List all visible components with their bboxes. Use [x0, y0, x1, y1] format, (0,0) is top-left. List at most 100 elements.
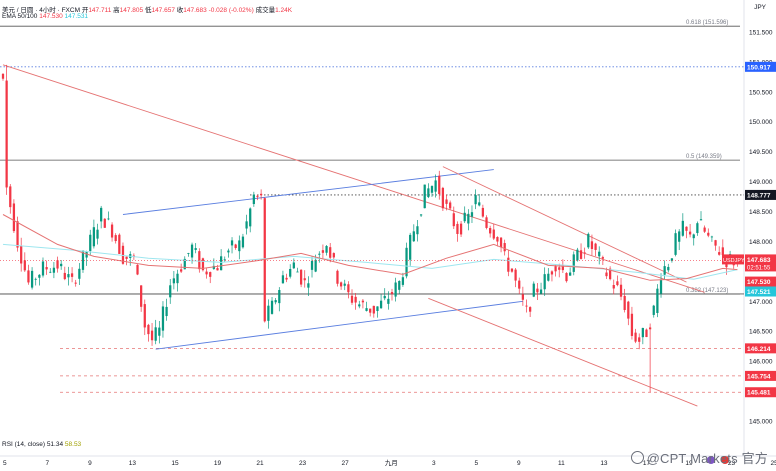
- candle-body: [176, 273, 179, 284]
- candle-body: [238, 240, 241, 252]
- event-icons[interactable]: [707, 451, 731, 469]
- candle-body: [165, 306, 168, 317]
- candle-body: [299, 269, 303, 285]
- candle-body: [587, 233, 590, 248]
- volume-label: 成交量: [255, 7, 276, 14]
- candle-body: [336, 270, 339, 284]
- change-value: -0.028 (-0.02%): [208, 7, 254, 14]
- y-tick-label: 147.000: [749, 299, 773, 306]
- candle-body: [172, 278, 175, 284]
- candle-body: [416, 226, 419, 235]
- price-tag-text: 150.917: [747, 64, 771, 71]
- candle-body: [209, 272, 212, 277]
- y-tick-label: 146.500: [749, 329, 773, 336]
- ema50-value: 147.530: [39, 13, 63, 20]
- candle-body: [230, 240, 234, 246]
- countdown-text: 02:51:55: [747, 265, 771, 271]
- candle-body: [201, 258, 205, 271]
- candle-body: [252, 194, 255, 205]
- candle-body: [714, 240, 717, 246]
- open-label: 开: [81, 7, 89, 14]
- candle-body: [259, 193, 263, 196]
- candle-body: [307, 283, 310, 288]
- x-tick-label: 23: [299, 460, 307, 467]
- candle-body: [369, 308, 372, 313]
- candle-body: [256, 195, 259, 197]
- x-tick-label: 5: [3, 460, 7, 467]
- candle-body: [198, 251, 201, 270]
- candle-body: [303, 278, 306, 281]
- candle-body: [216, 268, 219, 271]
- x-tick-label: 15: [171, 460, 179, 467]
- candle-body: [703, 227, 706, 232]
- candle-body: [227, 250, 230, 253]
- candle-body: [89, 234, 92, 251]
- candle-body: [594, 243, 597, 250]
- candle-body: [554, 266, 557, 272]
- candle-body: [1, 73, 5, 79]
- candle-body: [634, 332, 637, 342]
- x-tick-label: 21: [256, 460, 264, 467]
- candle-body: [710, 236, 714, 238]
- candle-body: [659, 279, 663, 294]
- ema100-line: [2, 243, 738, 280]
- candle-body: [608, 268, 612, 280]
- candle-body: [347, 284, 350, 293]
- symbol-tag-bg: [722, 254, 744, 265]
- candle-body: [114, 235, 117, 242]
- x-tick-label: 19: [214, 460, 222, 467]
- candle-body: [63, 272, 66, 280]
- x-tick-label: 9: [88, 460, 92, 467]
- candle-body: [150, 330, 154, 341]
- candle-body: [532, 283, 535, 297]
- candle-body: [721, 247, 724, 256]
- watermark: @CPT Markets 官方: [630, 448, 768, 467]
- candle-body: [249, 208, 252, 227]
- price-tag-text: 146.214: [747, 346, 771, 353]
- candle-body: [154, 327, 157, 341]
- candle-body: [590, 241, 594, 249]
- candle-body: [339, 282, 343, 287]
- candle-body: [220, 256, 223, 271]
- candle-body: [641, 327, 644, 338]
- candle-body: [121, 245, 125, 264]
- x-tick-label: 3: [432, 460, 436, 467]
- y-tick-label: 149.500: [749, 149, 773, 156]
- lightning-icon[interactable]: [707, 456, 715, 464]
- candle-body: [525, 305, 528, 307]
- candle-body: [623, 295, 626, 310]
- candle-body: [49, 271, 52, 273]
- close-label: 收: [176, 7, 184, 14]
- candle-body: [292, 262, 295, 269]
- candle-body: [536, 288, 539, 293]
- candle-body: [125, 256, 128, 259]
- candle-body: [645, 329, 648, 338]
- candle-body: [350, 295, 354, 303]
- candle-body: [318, 253, 321, 255]
- candle-body: [579, 250, 583, 259]
- candle-body: [470, 212, 474, 217]
- x-tick-label: 25: [770, 460, 776, 467]
- candle-body: [521, 294, 524, 300]
- candle-body: [558, 267, 561, 270]
- candle-body: [96, 229, 99, 239]
- flag-icon[interactable]: [721, 456, 730, 464]
- candle-body: [539, 289, 543, 294]
- candle-body: [423, 184, 426, 209]
- candle-body: [183, 258, 186, 270]
- candle-body: [190, 244, 194, 258]
- candle-body: [427, 188, 430, 198]
- candle-body: [241, 236, 245, 248]
- candle-body: [41, 261, 45, 276]
- candle-body: [670, 258, 674, 261]
- candle-body: [481, 207, 485, 217]
- candle-body: [434, 180, 437, 192]
- candle-body: [376, 306, 379, 312]
- candle-body: [496, 237, 499, 242]
- candle-body: [699, 219, 703, 221]
- price-tag-bg: [745, 286, 776, 297]
- price-tag-text: 148.777: [747, 192, 771, 199]
- candle-body: [332, 253, 335, 258]
- candle-body: [678, 231, 681, 242]
